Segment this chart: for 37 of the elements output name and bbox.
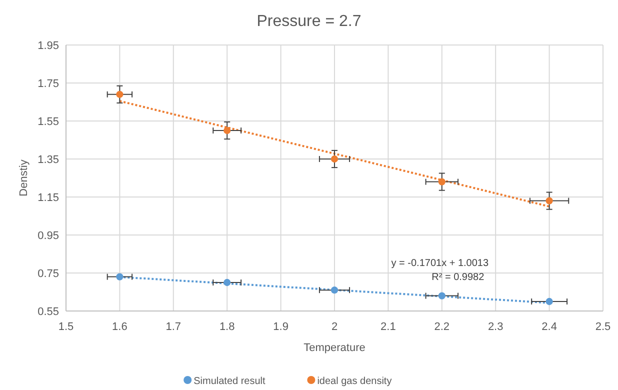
chart-title: Pressure = 2.7 [256,13,362,30]
x-tick-label: 2.4 [542,321,557,333]
y-tick-label: 1.75 [38,78,59,90]
point [116,90,124,98]
point [438,178,446,186]
point [438,292,446,300]
point [224,278,231,286]
x-tick-label: 1.8 [219,321,235,333]
point [546,197,553,204]
y-tick-label: 1.15 [38,192,59,204]
x-tick-label: 2.1 [380,321,396,333]
y-axis-title: Denstiy [18,159,30,196]
y-tick-label: 1.95 [38,40,59,52]
y-tick-label: 1.35 [38,154,59,166]
point [330,155,338,163]
x-tick-label: 1.5 [58,321,74,333]
x-tick-label: 2.2 [434,321,450,333]
legend-label: ideal gas density [317,376,392,387]
point [116,273,124,280]
y-tick-label: 0.55 [38,306,59,318]
y-tick-label: 0.95 [38,230,59,242]
annotation: R² = 0.9982 [432,272,485,283]
x-tick-label: 1.6 [112,321,128,333]
x-tick-label: 1.7 [166,321,182,333]
point [224,126,231,134]
x-tick-label: 2.3 [488,321,504,333]
line-series [118,100,550,208]
y-tick-label: 0.75 [38,268,59,280]
x-axis-title: Temperature [304,342,366,354]
point [330,286,338,294]
x-tick-label: 2 [331,321,338,333]
legend-label: Simulated result [194,376,266,387]
x-tick-label: 1.9 [273,321,288,333]
point [546,298,553,306]
y-tick-label: 1.55 [38,116,59,128]
annotation: y = -0.1701x + 1.0013 [391,258,489,269]
x-tick-label: 2.5 [595,321,611,333]
